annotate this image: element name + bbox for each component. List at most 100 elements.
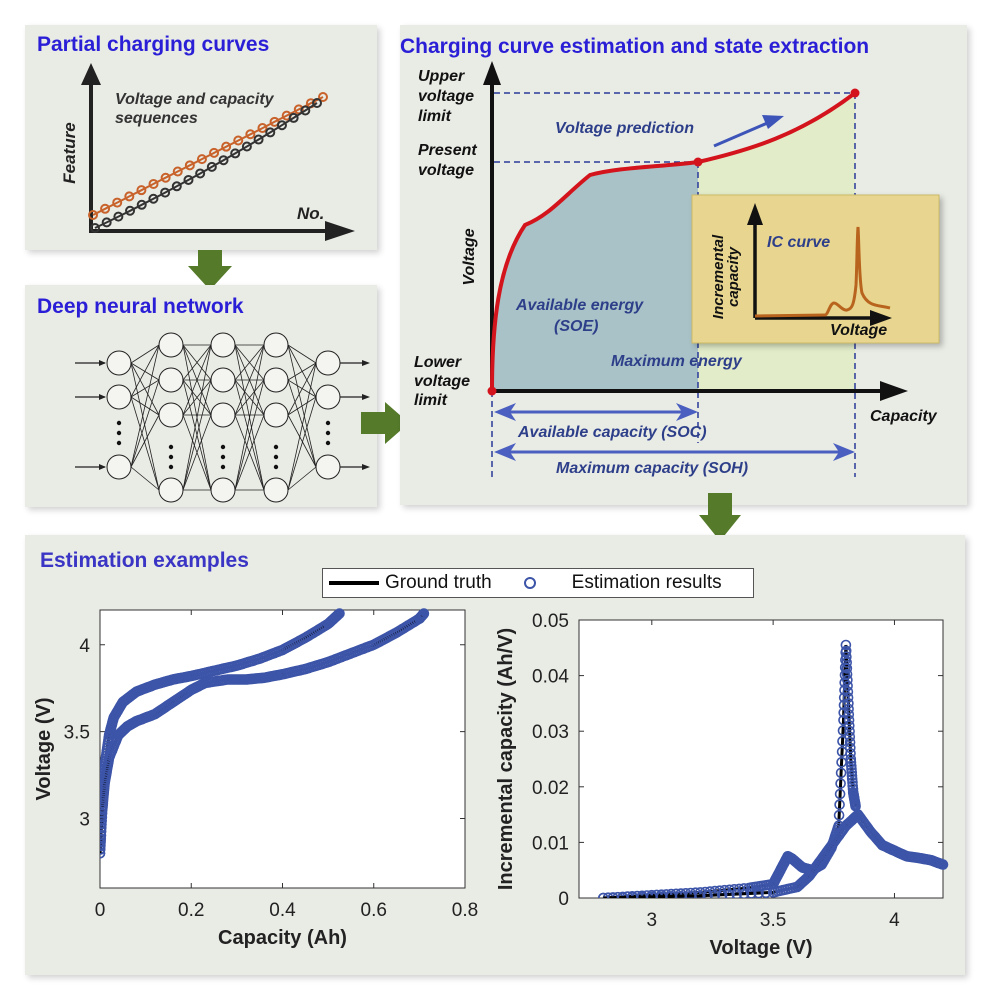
capacity-sequence-point — [148, 193, 159, 204]
nn-ellipsis-dot — [273, 444, 279, 450]
ic-y-axis-label-2: capacity — [725, 246, 742, 307]
dnn-panel: Deep neural network — [25, 285, 377, 507]
estimation-point — [842, 680, 853, 692]
voltage-sequence-point — [209, 147, 220, 158]
nn-connection — [287, 466, 317, 491]
nn-node — [210, 402, 236, 428]
estimation-point — [850, 811, 861, 823]
partial-charging-title: Partial charging curves — [37, 33, 270, 56]
nn-connection — [182, 344, 212, 491]
nn-connection — [287, 414, 317, 468]
capacity-sequence-point — [265, 127, 276, 138]
estimation-point — [844, 731, 856, 743]
nn-connection — [234, 344, 265, 491]
ic-x-axis-arrowhead — [870, 310, 892, 326]
voltage-prediction-arrow — [713, 119, 773, 148]
soc-arrow-left — [494, 403, 516, 421]
estimation-point — [100, 815, 107, 826]
capacity-axis-arrowhead — [880, 381, 908, 401]
upper-limit-label-2: voltage — [418, 88, 474, 105]
ic-x-axis-label: Voltage — [830, 322, 887, 339]
capacity-sequence-point — [206, 161, 217, 172]
nn-input-arrowhead — [99, 360, 106, 366]
nn-node — [106, 350, 132, 376]
nn-node — [315, 350, 341, 376]
partial-charging-diagram: Feature No. Voltage and capacity sequenc… — [60, 63, 355, 241]
nn-connection — [130, 379, 160, 468]
capacity-sequence-point — [230, 148, 241, 159]
estimation-point — [843, 698, 854, 709]
maximum-capacity-label: Maximum capacity (SOH) — [556, 460, 748, 477]
voltage-sequence-point — [233, 135, 244, 146]
nn-connection — [182, 379, 212, 491]
estimation-point — [843, 703, 854, 715]
lower-limit-label-2: voltage — [414, 373, 470, 390]
soe-region — [492, 162, 698, 391]
nn-connection — [182, 379, 212, 416]
upper-limit-point — [850, 88, 860, 98]
nn-node — [210, 332, 236, 358]
nn-node — [210, 477, 236, 503]
nn-node — [106, 384, 132, 410]
nn-connection — [287, 362, 317, 416]
nn-node — [315, 384, 341, 410]
examples-title: Estimation examples — [40, 549, 249, 572]
voltage-sequence-point — [257, 123, 268, 134]
soh-arrow-right — [833, 443, 855, 461]
estimation-title: Charging curve estimation and state extr… — [400, 35, 870, 58]
feature-axis-arrowhead — [81, 63, 101, 85]
nn-ellipsis-dot — [273, 454, 279, 460]
capacity-sequence-point — [113, 211, 124, 222]
estimation-point — [844, 742, 856, 754]
voltage-sequence-point — [196, 154, 207, 165]
capacity-sequence-series — [90, 98, 322, 233]
nn-node — [210, 367, 236, 393]
sequences-annotation-line1: Voltage and capacity — [115, 91, 275, 108]
present-voltage-point — [693, 157, 703, 167]
estimation-point — [100, 819, 107, 830]
nn-connection — [130, 362, 160, 491]
x-tick-label: 0.6 — [361, 900, 387, 921]
nn-connection — [287, 344, 317, 398]
estimation-point — [100, 833, 107, 845]
estimation-panel: Charging curve estimation and state extr… — [400, 25, 967, 505]
voltage-capacity-chart: 0 0.2 0.4 0.6 0.8 3 3.5 4 Capacity (Ah) Voltage (… — [33, 608, 478, 949]
nn-ellipsis-dot — [168, 444, 174, 450]
lower-limit-point — [487, 386, 497, 396]
y-tick-label: 4 — [79, 636, 90, 657]
lower-limit-label-3: limit — [414, 392, 448, 409]
nn-connection — [287, 396, 317, 416]
estimation-point — [845, 760, 857, 771]
ic-curve-label: IC curve — [767, 234, 830, 251]
upper-limit-label-3: limit — [418, 108, 452, 125]
voltage-sequence-point — [148, 178, 159, 189]
y-axis-label: Voltage (V) — [33, 698, 55, 801]
nn-connection — [287, 362, 317, 491]
estimation-point — [841, 668, 853, 680]
nn-connection — [287, 396, 317, 491]
maximum-energy-label: Maximum energy — [611, 353, 743, 370]
y-tick-label: 3.5 — [64, 723, 90, 744]
estimation-point — [100, 826, 107, 837]
estimation-legend-marker — [523, 577, 536, 589]
estimation-point — [842, 674, 853, 686]
nn-ellipsis-dot — [116, 440, 122, 446]
estimation-point — [845, 753, 857, 765]
nn-connection — [130, 344, 160, 398]
nn-node — [263, 477, 289, 503]
estimation-point — [709, 889, 721, 898]
y-axis-label: Incremental capacity (Ah/V) — [495, 628, 517, 890]
soc-arrow-right — [676, 403, 698, 421]
estimation-point — [844, 725, 855, 737]
y-tick-label: 0.03 — [532, 722, 569, 743]
incremental-capacity-chart: 3 3.5 4 0 0.01 0.02 0.03 0.04 0.05 Voltage (V) Inc… — [495, 611, 949, 959]
y-tick-label: 0.05 — [532, 611, 569, 632]
estimation-point — [838, 714, 849, 726]
partial-charging-panel: Partial charging curves Feature No. Volt… — [25, 25, 377, 250]
estimation-point — [100, 840, 106, 852]
estimation-point — [844, 737, 856, 748]
voltage-axis-arrowhead — [483, 61, 501, 85]
estimation-point — [100, 848, 106, 859]
nn-connection — [130, 396, 160, 491]
estimation-point — [837, 725, 849, 736]
